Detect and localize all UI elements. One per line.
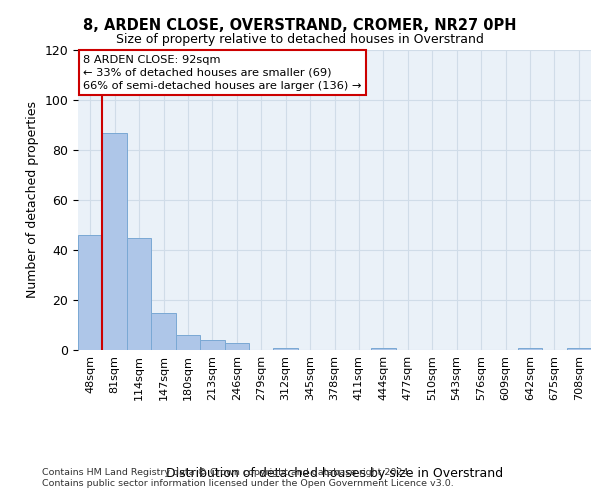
Text: 8 ARDEN CLOSE: 92sqm
← 33% of detached houses are smaller (69)
66% of semi-detac: 8 ARDEN CLOSE: 92sqm ← 33% of detached h… [83,54,362,91]
Bar [566,348,591,350]
Bar [200,340,224,350]
Text: Size of property relative to detached houses in Overstrand: Size of property relative to detached ho… [116,32,484,46]
X-axis label: Distribution of detached houses by size in Overstrand: Distribution of detached houses by size … [166,466,503,479]
Bar [518,348,542,350]
Text: 8, ARDEN CLOSE, OVERSTRAND, CROMER, NR27 0PH: 8, ARDEN CLOSE, OVERSTRAND, CROMER, NR27… [83,18,517,32]
Bar [274,348,298,350]
Bar [127,238,151,350]
Y-axis label: Number of detached properties: Number of detached properties [26,102,39,298]
Bar [224,342,249,350]
Bar [176,335,200,350]
Bar [151,312,176,350]
Bar [103,132,127,350]
Bar [371,348,395,350]
Bar [78,235,103,350]
Text: Contains HM Land Registry data © Crown copyright and database right 2024.
Contai: Contains HM Land Registry data © Crown c… [42,468,454,487]
